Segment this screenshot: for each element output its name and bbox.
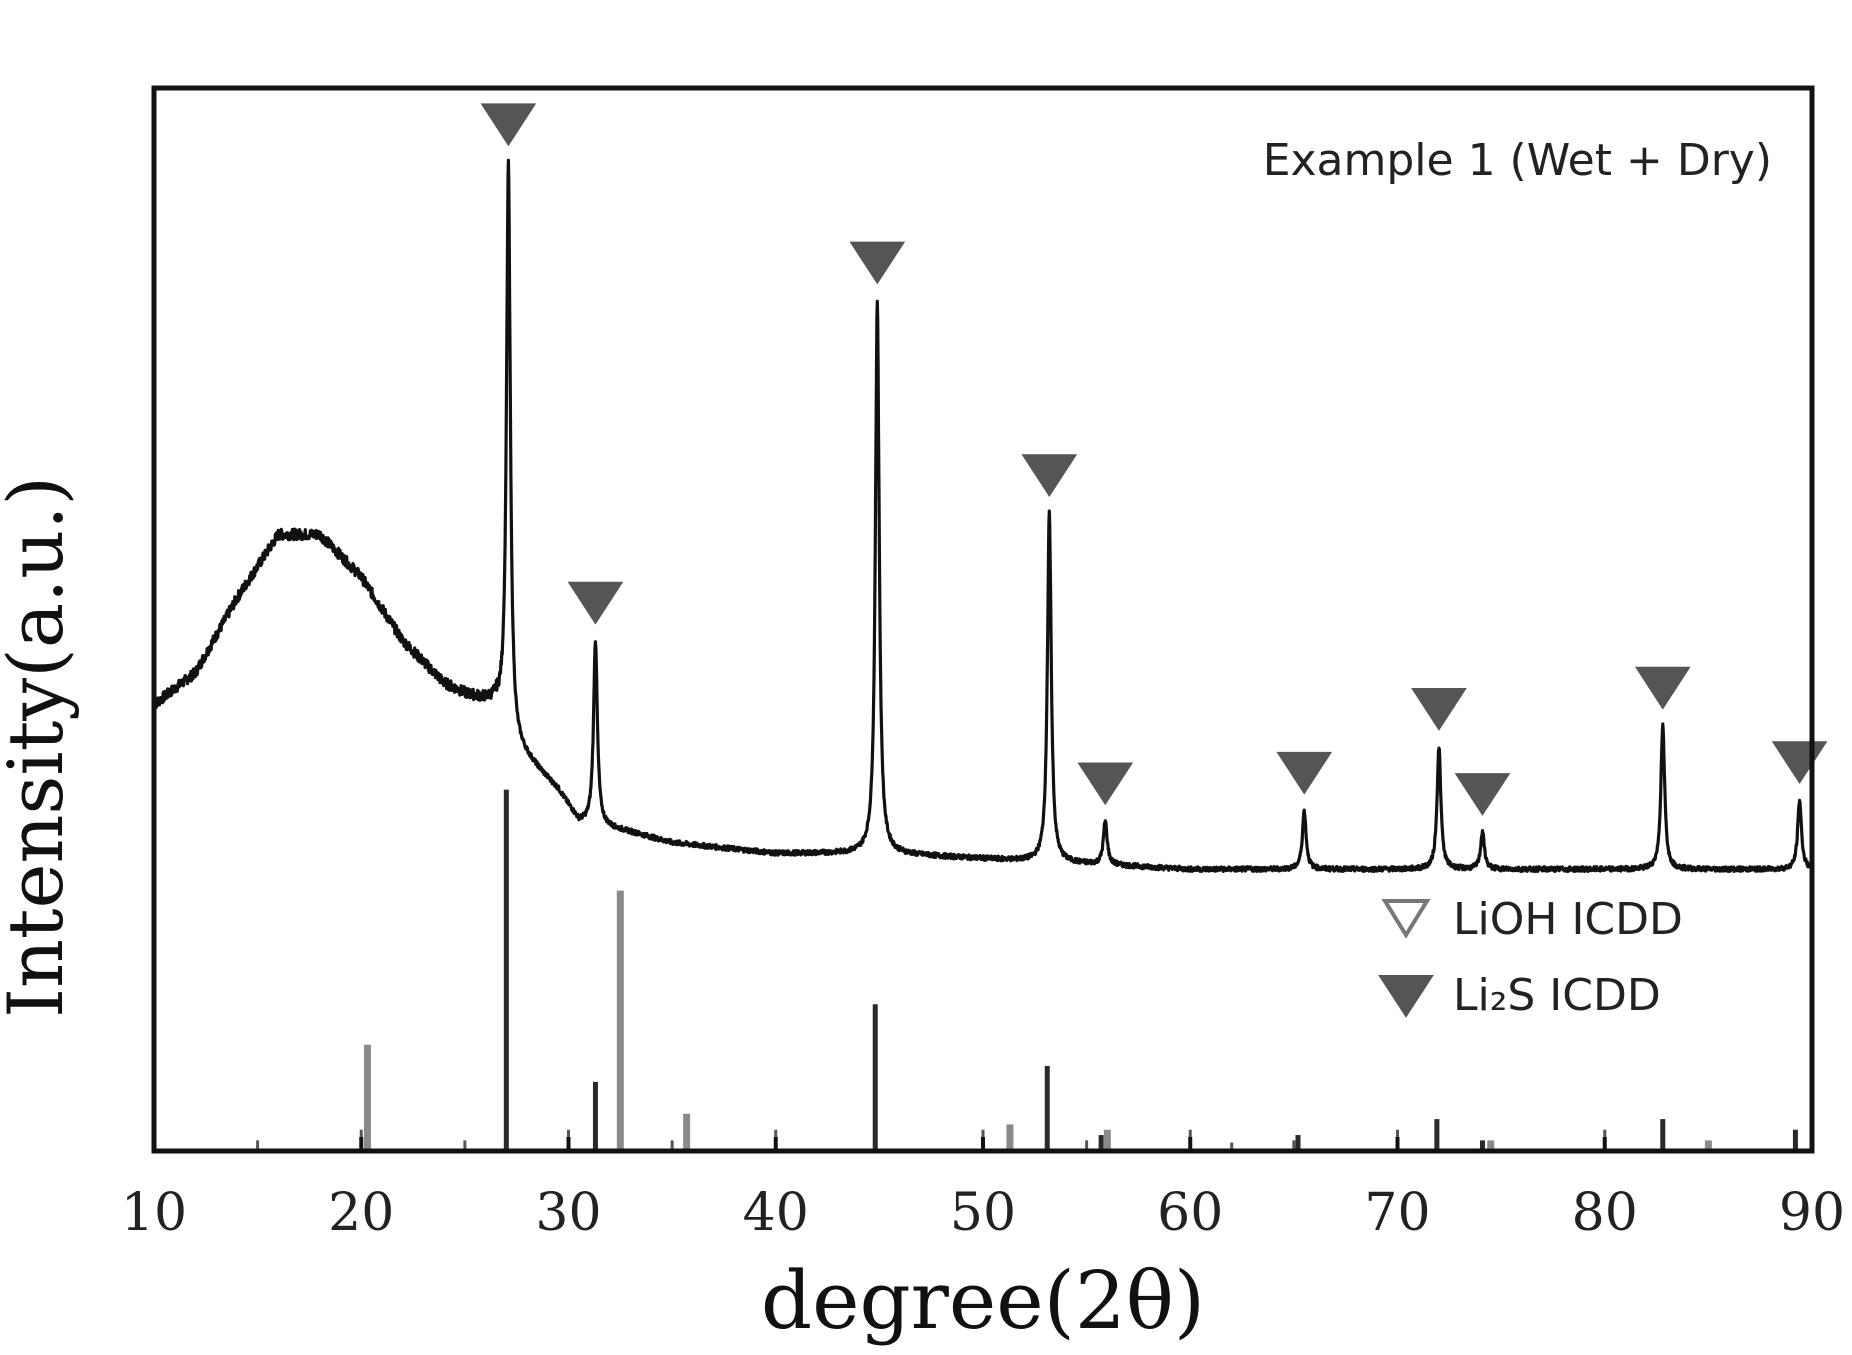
xrd-pattern-line	[152, 158, 1814, 874]
legend-marker-lioh	[1381, 899, 1431, 939]
li2s-peak-marker	[1077, 762, 1134, 806]
li2s-peak-marker	[1634, 666, 1691, 710]
x-tick-label: 80	[1572, 1183, 1638, 1243]
x-tick-label: 70	[1364, 1183, 1430, 1243]
y-axis-title: Intensity(a.u.)	[0, 476, 80, 1018]
x-axis-ticks: 10 20 30 40 50 60 70 80 90	[121, 1137, 1845, 1243]
li2s-peak-marker	[567, 581, 624, 625]
li2s-peak-marker	[1276, 751, 1333, 795]
legend-label-lioh: LiOH ICDD	[1453, 894, 1683, 945]
li2s-peak-marker	[849, 241, 906, 285]
peak-markers-layer	[480, 103, 1828, 816]
li2s-peak-marker	[1411, 688, 1467, 731]
xrd-trace-layer	[152, 158, 1814, 874]
x-tick-label: 10	[121, 1183, 187, 1243]
x-tick-label: 40	[743, 1183, 809, 1243]
legend: LiOH ICDD Li₂S ICDD	[1378, 894, 1683, 1021]
x-tick-label: 20	[328, 1183, 394, 1243]
x-tick-label: 30	[535, 1183, 601, 1243]
legend-label-li2s: Li₂S ICDD	[1453, 970, 1661, 1021]
li2s-peak-marker	[480, 103, 537, 147]
x-tick-label: 50	[950, 1183, 1016, 1243]
x-tick-label: 60	[1157, 1183, 1223, 1243]
li2s-peak-marker	[1454, 773, 1511, 816]
li2s-peak-marker	[1771, 741, 1828, 785]
x-axis-title: degree(2θ)	[761, 1254, 1205, 1347]
x-tick-label: 90	[1779, 1183, 1845, 1243]
legend-marker-li2s	[1378, 975, 1434, 1018]
li2s-peak-marker	[1021, 454, 1078, 498]
sample-label: Example 1 (Wet + Dry)	[1263, 135, 1772, 186]
